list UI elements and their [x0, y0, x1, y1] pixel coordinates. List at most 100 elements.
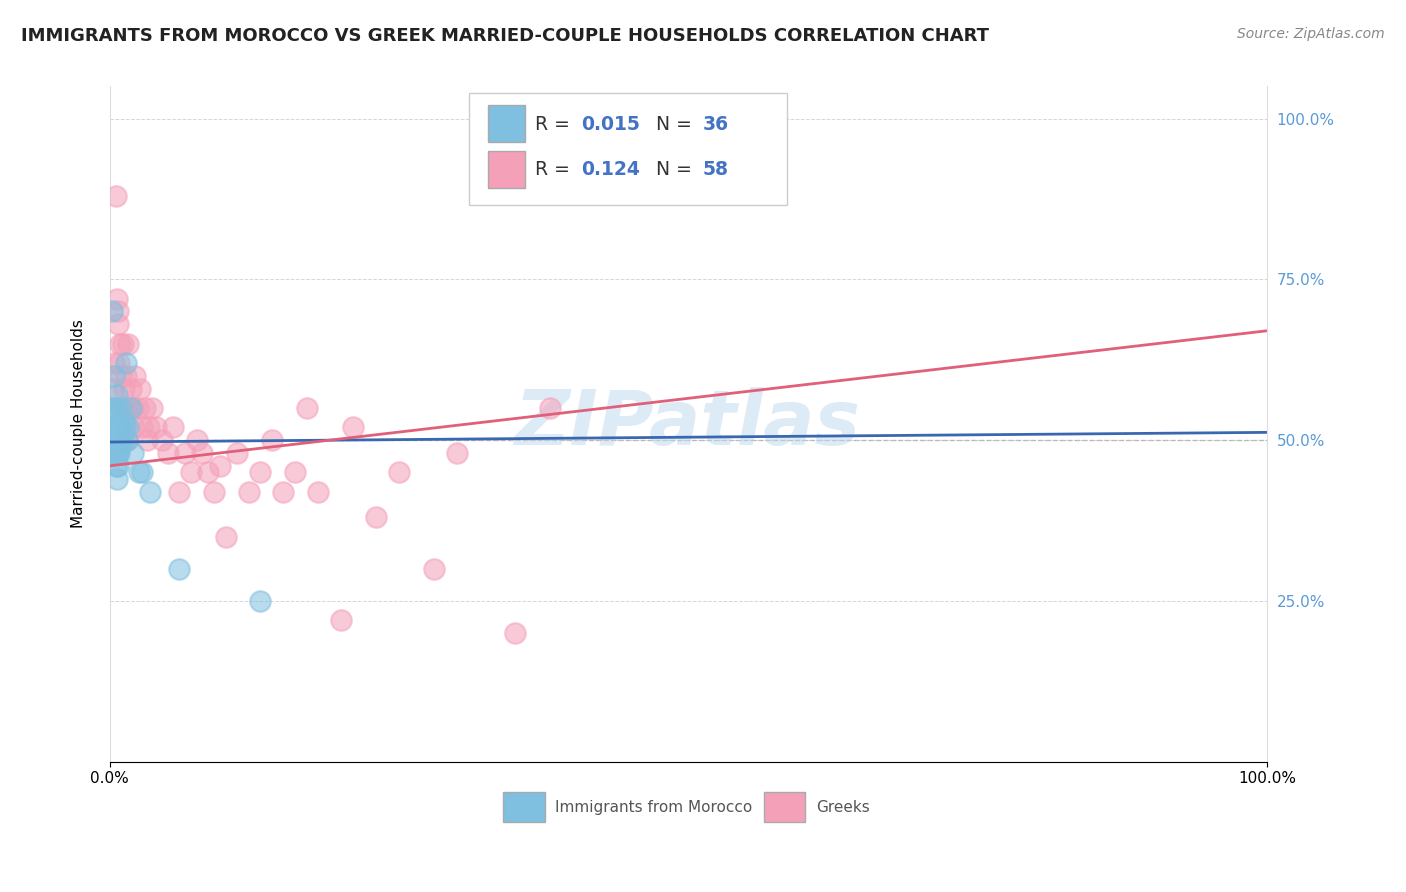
Point	[112, 414, 135, 428]
Point	[138, 420, 160, 434]
Text: ZIPatlas: ZIPatlas	[516, 387, 862, 461]
Point	[110, 440, 132, 454]
Point	[103, 368, 125, 383]
Text: Greeks: Greeks	[815, 800, 869, 814]
FancyBboxPatch shape	[468, 93, 787, 204]
Point	[108, 446, 131, 460]
Point	[284, 465, 307, 479]
Point	[307, 484, 329, 499]
Point	[108, 356, 131, 370]
Point	[295, 401, 318, 415]
Point	[104, 446, 127, 460]
Point	[115, 433, 138, 447]
Point	[127, 401, 149, 415]
Point	[238, 484, 260, 499]
Text: N =: N =	[657, 160, 697, 179]
Point	[101, 401, 124, 415]
Text: Immigrants from Morocco: Immigrants from Morocco	[555, 800, 752, 814]
Point	[105, 472, 128, 486]
Point	[124, 368, 146, 383]
Point	[122, 446, 145, 460]
Point	[214, 530, 236, 544]
Point	[103, 446, 125, 460]
Point	[110, 420, 132, 434]
Point	[169, 562, 191, 576]
Point	[111, 336, 134, 351]
Point	[135, 433, 157, 447]
Point	[107, 458, 129, 473]
Point	[197, 465, 219, 479]
Point	[162, 420, 184, 434]
Bar	[488, 105, 526, 143]
Point	[273, 484, 295, 499]
Point	[114, 401, 136, 415]
Point	[174, 446, 197, 460]
Point	[108, 433, 131, 447]
Point	[118, 401, 141, 415]
Point	[115, 368, 138, 383]
Point	[101, 304, 124, 318]
Point	[103, 356, 125, 370]
Point	[110, 401, 132, 415]
Point	[260, 433, 283, 447]
Point	[108, 420, 131, 434]
Text: R =: R =	[534, 115, 575, 135]
Point	[110, 336, 132, 351]
Point	[388, 465, 411, 479]
Point	[202, 484, 225, 499]
Point	[105, 388, 128, 402]
Point	[104, 433, 127, 447]
Point	[191, 446, 214, 460]
Point	[503, 626, 526, 640]
Point	[330, 613, 353, 627]
Point	[115, 401, 138, 415]
Point	[446, 446, 468, 460]
Point	[104, 188, 127, 202]
Point	[104, 458, 127, 473]
Point	[134, 401, 156, 415]
Point	[110, 433, 132, 447]
Point	[115, 433, 138, 447]
Point	[186, 433, 208, 447]
Point	[114, 420, 136, 434]
Point	[129, 382, 152, 396]
Point	[105, 292, 128, 306]
Bar	[488, 151, 526, 187]
Point	[538, 401, 561, 415]
Point	[141, 401, 163, 415]
Point	[104, 401, 127, 415]
Point	[249, 594, 271, 608]
Text: 0.124: 0.124	[581, 160, 640, 179]
Point	[169, 484, 191, 499]
Point	[150, 433, 173, 447]
Point	[139, 484, 162, 499]
Point	[120, 382, 142, 396]
Point	[128, 465, 150, 479]
Point	[107, 433, 129, 447]
Point	[117, 420, 139, 434]
Point	[117, 336, 139, 351]
Y-axis label: Married-couple Households: Married-couple Households	[72, 319, 86, 528]
Point	[122, 420, 145, 434]
Point	[105, 420, 128, 434]
Point	[107, 446, 129, 460]
Point	[122, 401, 145, 415]
Point	[423, 562, 446, 576]
Point	[103, 420, 125, 434]
Point	[364, 510, 387, 524]
Point	[156, 446, 179, 460]
Point	[111, 433, 134, 447]
Point	[145, 420, 167, 434]
Point	[115, 356, 138, 370]
Bar	[503, 792, 546, 822]
Text: IMMIGRANTS FROM MOROCCO VS GREEK MARRIED-COUPLE HOUSEHOLDS CORRELATION CHART: IMMIGRANTS FROM MOROCCO VS GREEK MARRIED…	[21, 27, 988, 45]
Point	[249, 465, 271, 479]
Point	[110, 368, 132, 383]
Point	[112, 382, 135, 396]
Point	[131, 420, 153, 434]
Point	[208, 458, 231, 473]
Point	[180, 465, 202, 479]
Point	[107, 304, 129, 318]
Text: Source: ZipAtlas.com: Source: ZipAtlas.com	[1237, 27, 1385, 41]
Text: 36: 36	[703, 115, 728, 135]
